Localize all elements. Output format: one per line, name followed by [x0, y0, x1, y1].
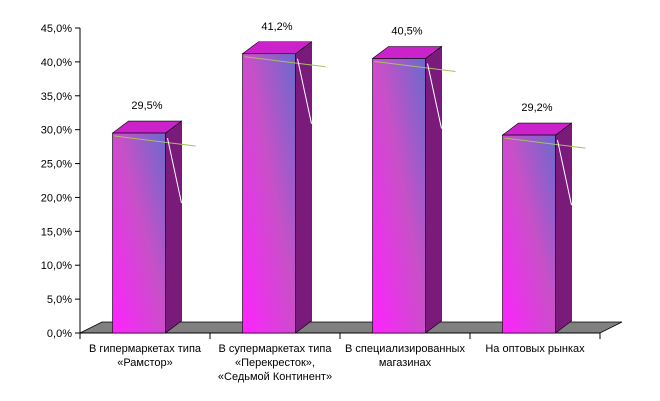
bar — [111, 120, 196, 334]
data-label: 29,5% — [131, 100, 162, 112]
category-label-line: В гипермаркетах типа — [89, 343, 202, 355]
bar-front-face — [112, 132, 166, 334]
category-label: В супермаркетах типа «Перекресток», «Седьм… — [218, 343, 332, 383]
category-label-line: «Седьмой Континент» — [218, 371, 332, 383]
bar-highlight-line — [427, 63, 442, 129]
bar-highlight-line — [114, 135, 196, 147]
y-tick-label: 0,0% — [47, 328, 72, 340]
bar-front-face — [242, 53, 296, 334]
bar-highlight-line — [557, 139, 572, 206]
bar — [241, 41, 326, 334]
bar-highlight-line — [504, 137, 586, 149]
data-label: 29,2% — [521, 102, 552, 114]
y-tick-label: 40,0% — [41, 57, 72, 69]
category-label-line: магазинах — [379, 357, 432, 369]
y-tick-label: 10,0% — [41, 260, 72, 272]
y-tick-label: 25,0% — [41, 159, 72, 171]
y-tick-label: 30,0% — [41, 125, 72, 137]
bar-highlight-line — [374, 61, 456, 72]
bar-highlight-line — [244, 56, 326, 68]
category-label-line: В супермаркетах типа — [219, 343, 333, 355]
category-label: На оптовых рынках — [485, 343, 585, 355]
y-tick-label: 35,0% — [41, 91, 72, 103]
category-label-line: В специализированных — [345, 343, 465, 355]
category-label: В специализированных магазинах — [345, 343, 465, 369]
bar-side-face — [165, 120, 182, 334]
category-label-line: «Рамстор» — [117, 357, 173, 369]
category-label-line: На оптовых рынках — [485, 343, 585, 355]
bar — [501, 122, 586, 334]
y-tick-label: 5,0% — [47, 294, 72, 306]
y-tick-label: 15,0% — [41, 226, 72, 238]
data-label: 41,2% — [261, 21, 292, 33]
category-label: В гипермаркетах типа «Рамстор» — [89, 343, 202, 369]
bar-front-face — [372, 58, 426, 334]
bar-front-face — [502, 134, 556, 334]
bar-side-face — [555, 122, 572, 334]
category-label-line: «Перекресток», — [235, 357, 315, 369]
data-label: 40,5% — [391, 26, 422, 38]
bar-highlight-line — [167, 137, 182, 204]
y-tick-label: 45,0% — [41, 23, 72, 35]
bar-highlight-line — [297, 58, 312, 124]
y-tick-label: 20,0% — [41, 192, 72, 204]
bar — [371, 45, 456, 334]
